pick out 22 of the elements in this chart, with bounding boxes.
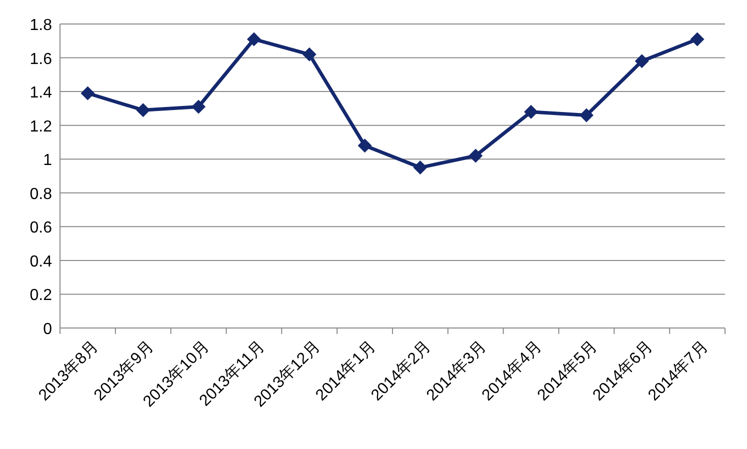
y-tick-label: 0.4 xyxy=(30,253,52,270)
y-tick-label: 0.2 xyxy=(30,287,52,304)
point xyxy=(634,54,649,68)
point xyxy=(192,100,206,114)
point xyxy=(136,103,150,118)
y-tick-label: 1.8 xyxy=(30,17,52,34)
point xyxy=(80,86,95,100)
point xyxy=(690,32,704,46)
point xyxy=(302,47,316,62)
y-tick-label: 1.2 xyxy=(30,118,52,136)
point xyxy=(468,148,483,163)
point xyxy=(524,104,538,119)
point xyxy=(579,108,594,122)
y-tick-label: 0.8 xyxy=(30,186,52,203)
y-tick-label: 1.6 xyxy=(30,50,52,68)
y-tick-label: 0 xyxy=(43,321,52,338)
point xyxy=(246,32,261,46)
y-tick-label: 1.4 xyxy=(30,84,52,102)
y-tick-label: 0.6 xyxy=(30,220,52,237)
point xyxy=(358,138,372,153)
y-tick-label: 1 xyxy=(43,152,52,170)
point xyxy=(413,160,428,175)
